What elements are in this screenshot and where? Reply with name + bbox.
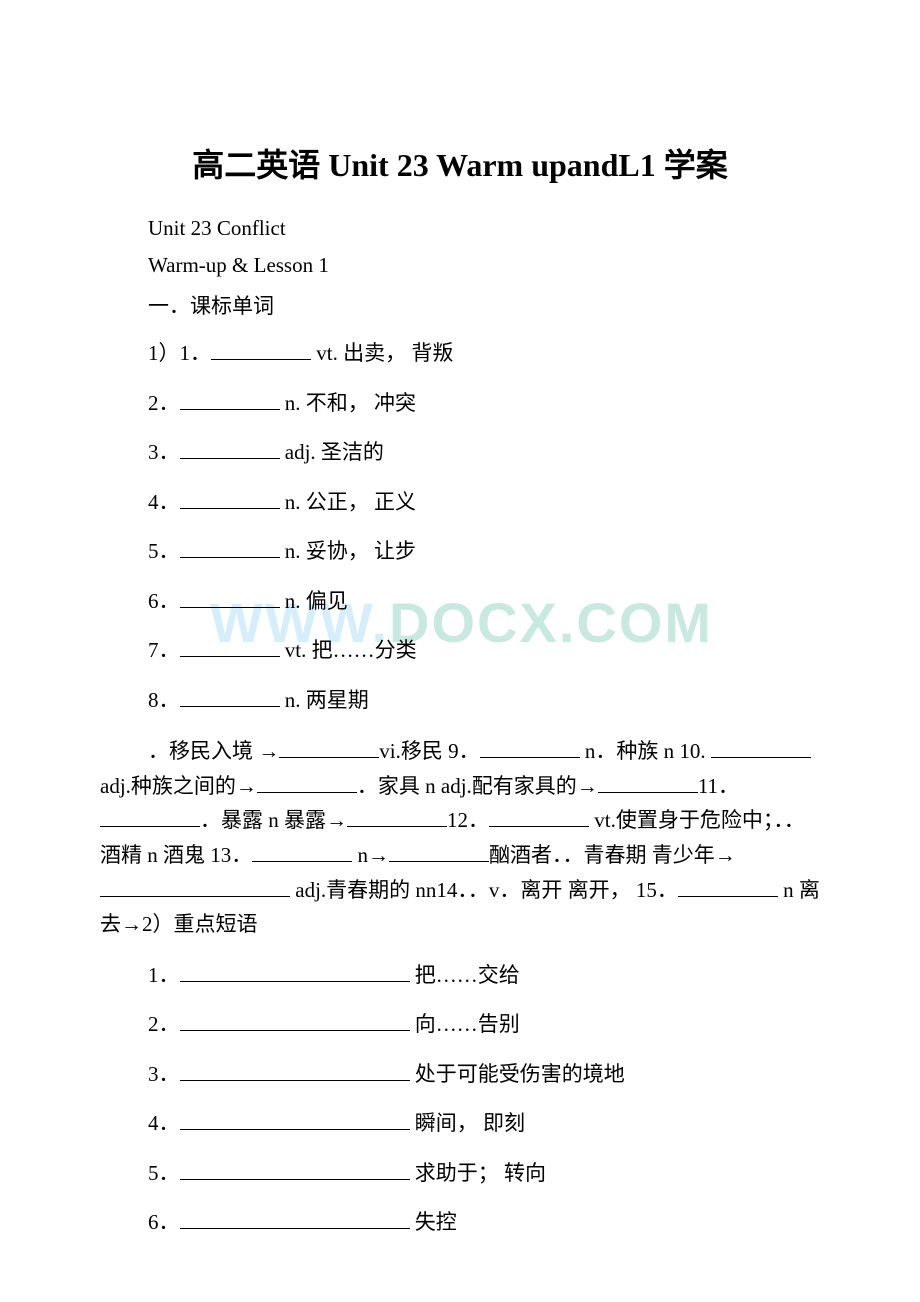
phrase-num: 5．	[148, 1161, 180, 1185]
phrase-def: 把……交给	[410, 963, 520, 987]
blank	[100, 806, 200, 827]
para-text: ．移民入境 →	[148, 739, 279, 763]
vocab-item-3: 3． adj. 圣洁的	[148, 437, 820, 469]
item-num: 3．	[148, 440, 180, 464]
blank	[180, 389, 280, 410]
phrase-num: 3．	[148, 1062, 180, 1086]
subtitle-unit: Unit 23 Conflict	[148, 216, 820, 241]
document-content: 高二英语 Unit 23 Warm upandL1 学案 Unit 23 Con…	[100, 140, 820, 1239]
para-text: adj.青春期的 nn14．．v．离开 离开， 15．	[290, 878, 678, 902]
para-text: vi.移民 9．	[379, 739, 479, 763]
item-num: 8．	[148, 688, 180, 712]
vocab-item-7: 7． vt. 把……分类	[148, 635, 820, 667]
blank	[180, 488, 280, 509]
blank	[180, 537, 280, 558]
item-def: n. 偏见	[280, 589, 348, 613]
phrase-def: 瞬间， 即刻	[410, 1111, 526, 1135]
blank	[279, 737, 379, 758]
blank	[347, 806, 447, 827]
item-def: adj. 圣洁的	[280, 440, 384, 464]
item-def: n. 妥协， 让步	[280, 539, 417, 563]
blank	[252, 841, 352, 862]
vocab-item-8: 8． n. 两星期	[148, 685, 820, 717]
blank	[180, 1060, 410, 1081]
para-text: n．种族 n 10.	[580, 739, 711, 763]
item-num: 5．	[148, 539, 180, 563]
phrase-def: 处于可能受伤害的境地	[410, 1062, 625, 1086]
item-def: n. 两星期	[280, 688, 369, 712]
phrase-item-1: 1． 把……交给	[148, 960, 820, 992]
item-num: 6．	[148, 589, 180, 613]
phrase-def: 失控	[410, 1210, 457, 1234]
blank	[678, 876, 778, 897]
phrase-num: 2．	[148, 1012, 180, 1036]
item-def: vt. 出卖， 背叛	[311, 341, 453, 365]
item-num: 2．	[148, 391, 180, 415]
subtitle-lesson: Warm-up & Lesson 1	[148, 253, 820, 278]
item-def: vt. 把……分类	[280, 638, 417, 662]
phrase-item-3: 3． 处于可能受伤害的境地	[148, 1059, 820, 1091]
para-text: 酗酒者．．青春期 青少年→	[489, 843, 736, 867]
blank	[180, 1010, 410, 1031]
paragraph-block: ．移民入境 → vi.移民 9． n．种族 n 10. adj.种族之间的→ ．家具…	[100, 734, 820, 942]
blank	[480, 737, 580, 758]
blank	[100, 876, 290, 897]
blank	[180, 1208, 410, 1229]
item-num: 1）1．	[148, 341, 211, 365]
phrase-num: 6．	[148, 1210, 180, 1234]
blank	[257, 772, 357, 793]
item-def: n. 公正， 正义	[280, 490, 417, 514]
section-heading: 一．课标单词	[148, 290, 820, 320]
phrase-def: 求助于； 转向	[410, 1161, 547, 1185]
para-text: n→	[352, 843, 389, 867]
blank	[711, 737, 811, 758]
phrase-item-4: 4． 瞬间， 即刻	[148, 1108, 820, 1140]
phrase-def: 向……告别	[410, 1012, 520, 1036]
item-num: 4．	[148, 490, 180, 514]
blank	[598, 772, 698, 793]
vocab-item-6: 6． n. 偏见	[148, 586, 820, 618]
blank	[180, 438, 280, 459]
blank	[211, 339, 311, 360]
phrase-item-2: 2． 向……告别	[148, 1009, 820, 1041]
phrase-num: 4．	[148, 1111, 180, 1135]
para-text: 12．	[447, 808, 489, 832]
phrase-item-5: 5． 求助于； 转向	[148, 1158, 820, 1190]
item-def: n. 不和， 冲突	[280, 391, 417, 415]
blank	[489, 806, 589, 827]
vocab-item-2: 2． n. 不和， 冲突	[148, 388, 820, 420]
phrase-item-6: 6． 失控	[148, 1207, 820, 1239]
blank	[389, 841, 489, 862]
para-text: ．家具 n adj.配有家具的→	[357, 774, 598, 798]
vocab-item-5: 5． n. 妥协， 让步	[148, 536, 820, 568]
vocab-item-4: 4． n. 公正， 正义	[148, 487, 820, 519]
vocab-item-1: 1）1． vt. 出卖， 背叛	[148, 338, 820, 370]
blank	[180, 636, 280, 657]
blank	[180, 1109, 410, 1130]
blank	[180, 587, 280, 608]
blank	[180, 686, 280, 707]
blank	[180, 1159, 410, 1180]
page-title: 高二英语 Unit 23 Warm upandL1 学案	[100, 140, 820, 186]
item-num: 7．	[148, 638, 180, 662]
phrase-num: 1．	[148, 963, 180, 987]
para-text: 11．	[698, 774, 739, 798]
para-text: adj.种族之间的→	[100, 774, 257, 798]
blank	[180, 961, 410, 982]
para-text: ．暴露 n 暴露→	[200, 808, 347, 832]
